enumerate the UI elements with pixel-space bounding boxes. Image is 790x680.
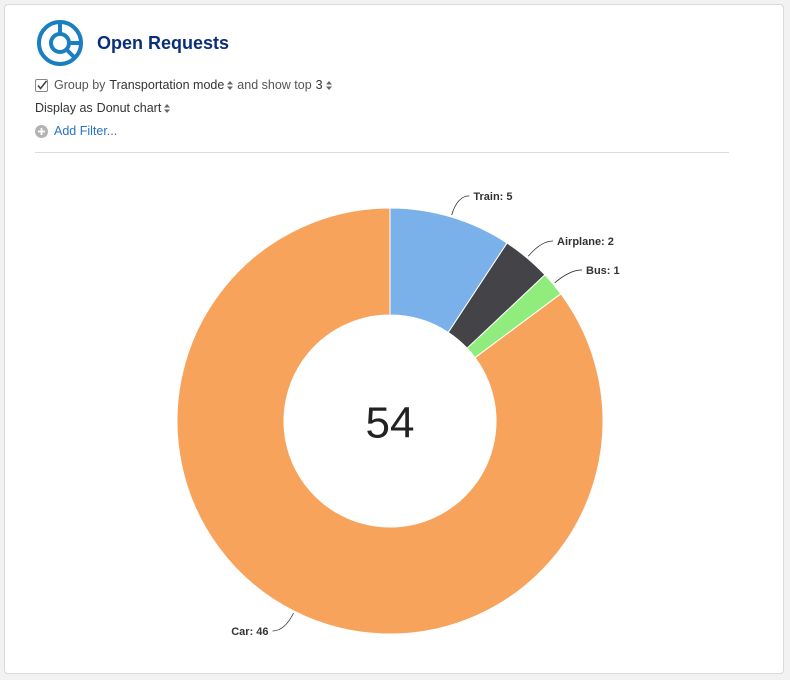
chart-labels: Train: 5 Airplane: 2 Bus: 1 Car: 46	[231, 191, 619, 638]
sort-arrows-icon	[227, 80, 234, 90]
donut-chart-icon	[37, 20, 83, 66]
group-by-select[interactable]: Transportation mode	[109, 78, 234, 92]
connector-car	[272, 612, 294, 632]
connector-airplane	[527, 240, 554, 257]
sort-arrows-icon	[325, 80, 332, 90]
group-by-label: Group by	[54, 78, 106, 92]
group-by-row: Group by Transportation mode and show to…	[35, 78, 332, 92]
label-airplane: Airplane: 2	[557, 236, 614, 248]
center-total: 54	[366, 399, 415, 448]
label-bus: Bus: 1	[586, 265, 620, 277]
display-as-row: Display as Donut chart	[35, 101, 171, 115]
sort-arrows-icon	[164, 103, 171, 113]
chart-connectors	[272, 195, 583, 632]
display-as-label: Display as	[35, 101, 93, 115]
slice-car[interactable]	[176, 207, 604, 635]
show-top-select[interactable]: 3	[316, 78, 332, 92]
add-filter-link[interactable]: Add Filter...	[54, 124, 118, 138]
divider	[35, 152, 729, 153]
add-filter-row: Add Filter...	[35, 124, 117, 138]
group-checkbox[interactable]	[35, 78, 48, 92]
connector-train	[451, 195, 470, 216]
widget-title: Open Requests	[97, 32, 230, 53]
chart-slices	[176, 207, 604, 635]
label-car: Car: 46	[231, 626, 268, 638]
display-as-value: Donut chart	[96, 101, 162, 115]
show-top-label: and show top	[237, 78, 312, 92]
connector-bus	[554, 269, 583, 284]
display-as-select[interactable]: Donut chart	[97, 101, 171, 115]
widget-header: Open Requests	[36, 19, 229, 67]
label-train: Train: 5	[473, 191, 512, 203]
show-top-value: 3	[315, 78, 323, 92]
add-circle-icon[interactable]	[35, 124, 48, 138]
group-by-value: Transportation mode	[109, 78, 225, 92]
